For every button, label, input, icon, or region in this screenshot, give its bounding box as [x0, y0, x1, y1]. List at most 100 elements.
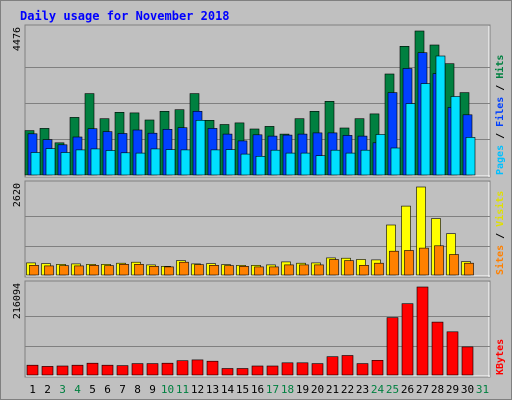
- bar-kbytes-day-10: [161, 362, 174, 376]
- bar-pages-day-29: [450, 96, 461, 176]
- bar-kbytes-day-1: [26, 364, 39, 376]
- bar-kbytes-day-11: [176, 360, 189, 376]
- bar-kbytes-day-27: [416, 286, 429, 376]
- bar-sites-day-24: [374, 262, 384, 276]
- bar-sites-day-9: [149, 265, 159, 276]
- bar-kbytes-day-23: [356, 363, 369, 376]
- bar-kbytes-day-8: [131, 363, 144, 376]
- x-tick-label: 24: [371, 383, 385, 396]
- bar-sites-day-29: [449, 254, 459, 276]
- y-max-label: 2620: [12, 183, 23, 207]
- x-tick-label: 26: [401, 383, 414, 396]
- bar-sites-day-27: [419, 247, 429, 276]
- x-axis-labels: 1 2 3 4 5 6 7 8 9 10 11 12 13 14 15 16 17 18 19 20 21 22 23 24 2…: [29, 383, 489, 396]
- x-tick-label: 22: [341, 383, 354, 396]
- bar-pages-day-24: [375, 134, 386, 176]
- bar-sites-day-15: [239, 265, 249, 276]
- bar-pages-day-28: [435, 55, 446, 176]
- x-tick-label: 21: [326, 383, 339, 396]
- bar-pages-day-14: [225, 149, 236, 176]
- bar-sites-day-6: [104, 265, 114, 276]
- bar-sites-day-23: [359, 264, 369, 276]
- bar-sites-day-13: [209, 264, 219, 276]
- bar-sites-day-12: [194, 264, 204, 276]
- bar-pages-day-17: [270, 149, 281, 176]
- bar-sites-day-8: [134, 263, 144, 276]
- bar-sites-day-30: [464, 262, 474, 276]
- x-tick-label: 7: [119, 383, 126, 396]
- legend-item-files: Files: [494, 97, 506, 127]
- bar-pages-day-25: [390, 147, 401, 176]
- bar-pages-day-4: [75, 149, 86, 176]
- bar-pages-day-15: [240, 153, 251, 176]
- bar-sites-day-3: [59, 265, 69, 276]
- bar-sites-day-20: [314, 264, 324, 276]
- bar-sites-day-18: [284, 264, 294, 276]
- bar-sites-day-26: [404, 250, 414, 276]
- panel-top: 4476 Pages / Files / Hits: [12, 24, 506, 178]
- bar-pages-day-6: [105, 150, 116, 176]
- bar-kbytes-day-21: [326, 356, 339, 376]
- bar-kbytes-day-6: [101, 364, 114, 376]
- bar-pages-day-11: [180, 149, 191, 176]
- panels-layer: 4476 Pages / Files / Hits 2620 Sites / Visi…: [12, 24, 506, 378]
- bar-pages-day-9: [150, 148, 161, 176]
- x-tick-label: 5: [89, 383, 96, 396]
- bar-pages-day-20: [315, 155, 326, 176]
- legend-separator: /: [495, 127, 506, 145]
- series-sites: [29, 245, 474, 276]
- x-tick-label: 2: [44, 383, 51, 396]
- bar-kbytes-day-28: [431, 321, 444, 376]
- x-tick-label: 8: [134, 383, 141, 396]
- bar-kbytes-day-2: [41, 366, 54, 376]
- bar-pages-day-8: [135, 152, 146, 176]
- bar-pages-day-5: [90, 148, 101, 176]
- x-tick-label: 31: [476, 383, 489, 396]
- legend-item-sites: Sites: [494, 245, 506, 275]
- x-tick-label: 23: [356, 383, 369, 396]
- bar-pages-day-3: [60, 152, 71, 176]
- y-max-label: 216094: [12, 283, 23, 319]
- bar-sites-day-4: [74, 265, 84, 276]
- bar-kbytes-day-13: [206, 360, 219, 376]
- bar-sites-day-21: [329, 259, 339, 276]
- series-kbytes: [26, 286, 474, 376]
- bar-pages-day-22: [345, 152, 356, 176]
- bar-pages-day-7: [120, 152, 131, 176]
- x-tick-label: 25: [386, 383, 399, 396]
- x-tick-label: 17: [266, 383, 279, 396]
- legend-top: Pages / Files / Hits: [494, 55, 506, 175]
- bar-sites-day-25: [389, 250, 399, 276]
- x-tick-label: 20: [311, 383, 324, 396]
- x-tick-label: 16: [251, 383, 264, 396]
- bar-kbytes-day-29: [446, 331, 459, 376]
- bar-sites-day-7: [119, 263, 129, 276]
- bar-kbytes-day-25: [386, 317, 399, 376]
- x-tick-label: 11: [176, 383, 189, 396]
- x-tick-label: 10: [161, 383, 174, 396]
- bar-kbytes-day-18: [281, 362, 294, 376]
- bar-kbytes-day-4: [71, 364, 84, 376]
- bar-sites-day-10: [164, 266, 174, 276]
- bar-pages-day-19: [300, 152, 311, 176]
- bar-sites-day-11: [179, 261, 189, 276]
- bar-kbytes-day-26: [401, 303, 414, 376]
- x-tick-label: 3: [59, 383, 66, 396]
- bar-pages-day-10: [165, 149, 176, 176]
- bar-kbytes-day-12: [191, 359, 204, 376]
- legend-item-hits: Hits: [494, 55, 506, 79]
- x-tick-label: 28: [431, 383, 444, 396]
- bar-kbytes-day-30: [461, 346, 474, 376]
- x-tick-label: 1: [29, 383, 36, 396]
- bar-kbytes-day-14: [221, 368, 234, 376]
- legend-bot: KBytes: [495, 339, 506, 375]
- bar-kbytes-day-20: [311, 363, 324, 376]
- bar-kbytes-day-16: [251, 365, 264, 376]
- bar-kbytes-day-24: [371, 359, 384, 376]
- bar-pages-day-12: [195, 120, 206, 176]
- bar-sites-day-14: [224, 265, 234, 276]
- bar-kbytes-day-22: [341, 355, 354, 376]
- series-pages: [30, 55, 476, 176]
- x-tick-label: 29: [446, 383, 459, 396]
